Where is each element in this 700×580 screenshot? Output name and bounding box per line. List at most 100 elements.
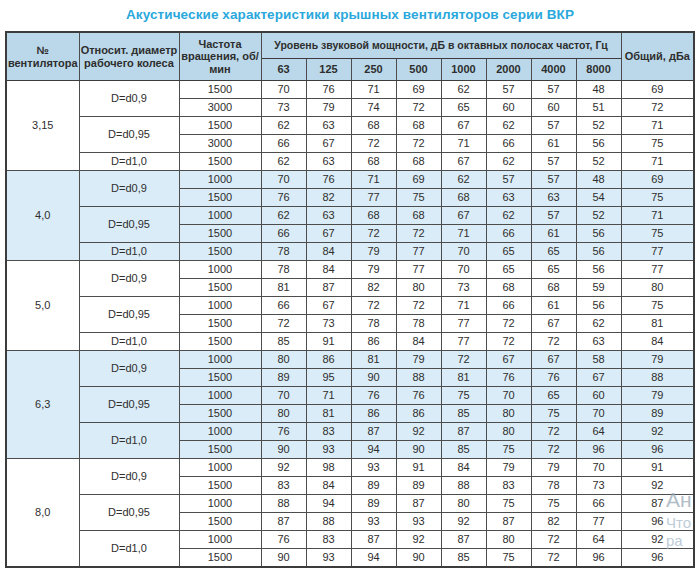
spl-value-cell: 71 bbox=[306, 387, 351, 405]
spl-value-cell: 96 bbox=[576, 549, 621, 568]
spl-value-cell: 67 bbox=[306, 297, 351, 315]
spl-value-cell: 68 bbox=[531, 279, 576, 297]
spl-value-cell: 89 bbox=[396, 477, 441, 495]
diameter-cell: D=d0,9 bbox=[79, 171, 179, 207]
total-dba-cell: 92 bbox=[621, 477, 694, 495]
rpm-cell: 1500 bbox=[179, 279, 261, 297]
spl-value-cell: 80 bbox=[486, 423, 531, 441]
spl-value-cell: 90 bbox=[351, 369, 396, 387]
spl-value-cell: 62 bbox=[441, 81, 486, 99]
total-dba-cell: 75 bbox=[621, 297, 694, 315]
spl-value-cell: 68 bbox=[486, 279, 531, 297]
spl-value-cell: 83 bbox=[486, 477, 531, 495]
spl-value-cell: 72 bbox=[261, 315, 306, 333]
fan-number-cell: 5,0 bbox=[6, 261, 79, 351]
table-row: D=d0,951000889489878075756687 bbox=[6, 495, 694, 513]
spl-value-cell: 67 bbox=[441, 153, 486, 171]
spl-value-cell: 70 bbox=[576, 459, 621, 477]
spl-value-cell: 71 bbox=[441, 135, 486, 153]
table-row: 4,0D=d0,91000707671696257574869 bbox=[6, 171, 694, 189]
spl-value-cell: 84 bbox=[396, 333, 441, 351]
spl-value-cell: 79 bbox=[351, 261, 396, 279]
spl-value-cell: 59 bbox=[576, 279, 621, 297]
spl-value-cell: 81 bbox=[306, 405, 351, 423]
total-dba-cell: 75 bbox=[621, 135, 694, 153]
spl-value-cell: 87 bbox=[261, 513, 306, 531]
spl-value-cell: 80 bbox=[486, 531, 531, 549]
spl-value-cell: 63 bbox=[306, 207, 351, 225]
spl-value-cell: 83 bbox=[261, 477, 306, 495]
spl-value-cell: 75 bbox=[441, 387, 486, 405]
spl-value-cell: 76 bbox=[261, 531, 306, 549]
spl-value-cell: 72 bbox=[351, 297, 396, 315]
spl-value-cell: 77 bbox=[576, 513, 621, 531]
spl-value-cell: 54 bbox=[576, 189, 621, 207]
spl-value-cell: 76 bbox=[351, 387, 396, 405]
spl-value-cell: 62 bbox=[486, 153, 531, 171]
spl-value-cell: 72 bbox=[486, 315, 531, 333]
rpm-cell: 1000 bbox=[179, 387, 261, 405]
spl-value-cell: 77 bbox=[396, 243, 441, 261]
spl-value-cell: 61 bbox=[531, 225, 576, 243]
rpm-cell: 1000 bbox=[179, 495, 261, 513]
diameter-cell: D=d0,95 bbox=[79, 297, 179, 333]
spl-value-cell: 88 bbox=[396, 369, 441, 387]
table-row: 6,3D=d0,91000808681797267675879 bbox=[6, 351, 694, 369]
spl-value-cell: 68 bbox=[396, 117, 441, 135]
spl-value-cell: 56 bbox=[576, 261, 621, 279]
total-dba-cell: 96 bbox=[621, 549, 694, 568]
rpm-cell: 1500 bbox=[179, 81, 261, 99]
spl-value-cell: 66 bbox=[486, 135, 531, 153]
spl-value-cell: 75 bbox=[486, 495, 531, 513]
rpm-cell: 1000 bbox=[179, 297, 261, 315]
total-dba-cell: 92 bbox=[621, 423, 694, 441]
spl-value-cell: 69 bbox=[396, 171, 441, 189]
spl-value-cell: 52 bbox=[576, 207, 621, 225]
rpm-cell: 1500 bbox=[179, 513, 261, 531]
rpm-cell: 1500 bbox=[179, 243, 261, 261]
rpm-cell: 1000 bbox=[179, 531, 261, 549]
table-row: D=d1,01000768387928780726492 bbox=[6, 423, 694, 441]
spl-value-cell: 84 bbox=[306, 477, 351, 495]
spl-value-cell: 67 bbox=[441, 207, 486, 225]
spl-value-cell: 66 bbox=[261, 297, 306, 315]
spl-value-cell: 65 bbox=[531, 243, 576, 261]
rpm-cell: 1500 bbox=[179, 225, 261, 243]
fan-number-cell: 4,0 bbox=[6, 171, 79, 261]
spl-value-cell: 96 bbox=[576, 441, 621, 459]
table-row: D=d0,951000707176767570656079 bbox=[6, 387, 694, 405]
spl-value-cell: 78 bbox=[531, 477, 576, 495]
spl-value-cell: 75 bbox=[486, 441, 531, 459]
spl-value-cell: 65 bbox=[531, 387, 576, 405]
spl-value-cell: 85 bbox=[261, 333, 306, 351]
rpm-cell: 1000 bbox=[179, 171, 261, 189]
spl-value-cell: 62 bbox=[261, 117, 306, 135]
spl-value-cell: 74 bbox=[351, 99, 396, 117]
spl-value-cell: 87 bbox=[306, 279, 351, 297]
spl-value-cell: 76 bbox=[531, 369, 576, 387]
spl-value-cell: 92 bbox=[396, 531, 441, 549]
spl-value-cell: 75 bbox=[486, 549, 531, 568]
total-dba-cell: 69 bbox=[621, 81, 694, 99]
total-dba-cell: 89 bbox=[621, 405, 694, 423]
spl-value-cell: 72 bbox=[531, 441, 576, 459]
spl-value-cell: 87 bbox=[351, 531, 396, 549]
spl-value-cell: 80 bbox=[261, 351, 306, 369]
spl-value-cell: 80 bbox=[441, 495, 486, 513]
rpm-cell: 1500 bbox=[179, 549, 261, 568]
spl-value-cell: 93 bbox=[306, 441, 351, 459]
spl-value-cell: 67 bbox=[576, 369, 621, 387]
spl-value-cell: 67 bbox=[486, 351, 531, 369]
spl-value-cell: 86 bbox=[351, 405, 396, 423]
spl-value-cell: 76 bbox=[396, 387, 441, 405]
spl-value-cell: 88 bbox=[441, 477, 486, 495]
spl-value-cell: 73 bbox=[306, 315, 351, 333]
spl-value-cell: 72 bbox=[531, 423, 576, 441]
total-dba-cell: 72 bbox=[621, 99, 694, 117]
spl-value-cell: 61 bbox=[531, 135, 576, 153]
total-dba-cell: 77 bbox=[621, 243, 694, 261]
table-row: D=d1,01500788479777065655677 bbox=[6, 243, 694, 261]
table-row: D=d1,01500626368686762575271 bbox=[6, 153, 694, 171]
spl-value-cell: 83 bbox=[306, 423, 351, 441]
spl-value-cell: 57 bbox=[531, 153, 576, 171]
